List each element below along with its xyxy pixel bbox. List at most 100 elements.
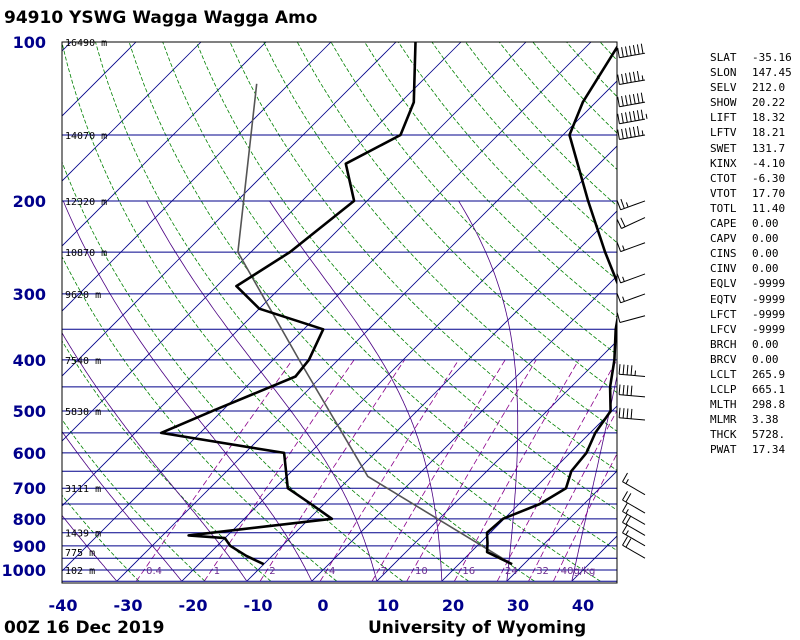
index-row: TOTL 11.40	[710, 201, 800, 216]
wind-barb	[617, 43, 646, 59]
dewpoint-trace	[159, 42, 417, 566]
wind-barb	[622, 523, 646, 547]
parcel-path	[237, 83, 513, 565]
temperature-trace	[485, 44, 617, 566]
wind-barb	[622, 536, 646, 559]
source-label: University of Wyoming	[368, 618, 586, 638]
dry-adiabat	[95, 42, 535, 582]
temperature-tick-label: 20	[442, 596, 464, 615]
moist-adiabat	[146, 200, 378, 582]
wind-barbs	[616, 43, 648, 559]
index-row: SWET 131.7	[710, 141, 800, 156]
dry-adiabat	[62, 255, 338, 582]
wind-barb	[616, 273, 646, 284]
mixing-ratio-label: 32	[536, 566, 549, 577]
index-key: KINX	[710, 156, 737, 170]
dry-adiabat	[62, 340, 272, 582]
index-value: -9999	[752, 292, 786, 306]
wind-barb	[618, 364, 646, 377]
moist-adiabat	[62, 332, 248, 582]
wind-barb	[622, 502, 646, 525]
isotherm-line	[62, 42, 462, 442]
index-value: 0.00	[752, 232, 779, 246]
moist-adiabat	[62, 514, 118, 582]
wind-barb	[616, 293, 646, 304]
wind-barb	[622, 513, 646, 536]
mixing-ratio-line	[319, 359, 460, 582]
pressure-tick-label: 600	[13, 444, 46, 463]
index-key: LFCV	[710, 322, 737, 336]
height-label: 7540 m	[65, 356, 101, 367]
wind-barb	[622, 491, 646, 514]
height-label: 10870 m	[65, 248, 107, 259]
height-label: 12320 m	[65, 197, 107, 208]
mixing-ratio-label: 10	[415, 566, 428, 577]
temperature-tick-label: -20	[179, 596, 208, 615]
index-row: BRCH 0.00	[710, 337, 800, 352]
pressure-tick-label: 200	[13, 192, 46, 211]
mixing-ratio-line	[496, 359, 617, 582]
height-label: 9620 m	[65, 290, 101, 301]
moist-adiabat	[458, 200, 519, 582]
height-label: 775 m	[65, 548, 95, 559]
dry-adiabat	[62, 418, 206, 582]
index-key: LCLT	[710, 367, 737, 381]
wind-barb	[617, 71, 646, 85]
index-value: 18.21	[752, 126, 786, 140]
index-value: -4.10	[752, 156, 786, 170]
index-key: SHOW	[710, 96, 737, 110]
mixing-ratio-label: 16	[462, 566, 475, 577]
index-key: LFCT	[710, 307, 737, 321]
index-row: CAPV 0.00	[710, 231, 800, 246]
height-label: 3111 m	[65, 484, 101, 495]
plot-frame	[61, 41, 618, 584]
station-title: 94910 YSWG Wagga Wagga Amo	[4, 8, 317, 28]
height-label: 16490 m	[65, 38, 107, 49]
index-row: CINV 0.00	[710, 261, 800, 276]
isotherm-line	[506, 470, 617, 582]
dry-adiabat	[62, 160, 403, 582]
index-value: 665.1	[752, 383, 786, 397]
index-value: 18.32	[752, 111, 786, 125]
index-value: 17.34	[752, 443, 786, 457]
temperature-tick-label: -40	[49, 596, 78, 615]
dry-adiabat	[229, 42, 617, 471]
moist-adiabat	[62, 200, 313, 582]
moist-adiabat	[62, 430, 183, 582]
isotherm-line	[62, 42, 202, 182]
index-key: CAPV	[710, 232, 737, 246]
index-value: 212.0	[752, 81, 786, 95]
index-key: BRCH	[710, 337, 737, 351]
index-value: -9999	[752, 322, 786, 336]
pressure-tick-label: 900	[13, 537, 46, 556]
mixing-ratio-line	[259, 359, 405, 582]
index-key: LIFT	[710, 111, 737, 125]
index-value: 3.38	[752, 413, 779, 427]
index-row: EQTV -9999	[710, 292, 800, 307]
index-value: 0.00	[752, 262, 779, 276]
index-row: VTOT 17.70	[710, 186, 800, 201]
index-value: 265.9	[752, 367, 786, 381]
wind-barb	[616, 198, 646, 211]
index-row: LFCV -9999	[710, 322, 800, 337]
isotherm-line	[62, 42, 527, 507]
index-key: VTOT	[710, 186, 737, 200]
index-key: TOTL	[710, 201, 737, 215]
index-row: SLAT -35.16	[710, 50, 800, 65]
index-value: -9999	[752, 307, 786, 321]
isotherm-line	[116, 80, 617, 582]
index-key: CINV	[710, 262, 737, 276]
index-row: LFCT -9999	[710, 307, 800, 322]
pressure-tick-label: 1000	[1, 561, 46, 580]
index-key: EQLV	[710, 277, 737, 291]
index-key: MLTH	[710, 398, 737, 412]
mixing-ratio-line	[371, 359, 506, 582]
mixing-ratio-label: 24	[505, 566, 518, 577]
mixing-ratio-label: 2	[269, 566, 275, 577]
index-row: LFTV 18.21	[710, 125, 800, 140]
index-row: LCLT 265.9	[710, 367, 800, 382]
index-key: CAPE	[710, 217, 737, 231]
wind-barb	[622, 472, 646, 496]
dry-adiabat	[196, 42, 617, 511]
dry-adiabat	[263, 42, 617, 432]
